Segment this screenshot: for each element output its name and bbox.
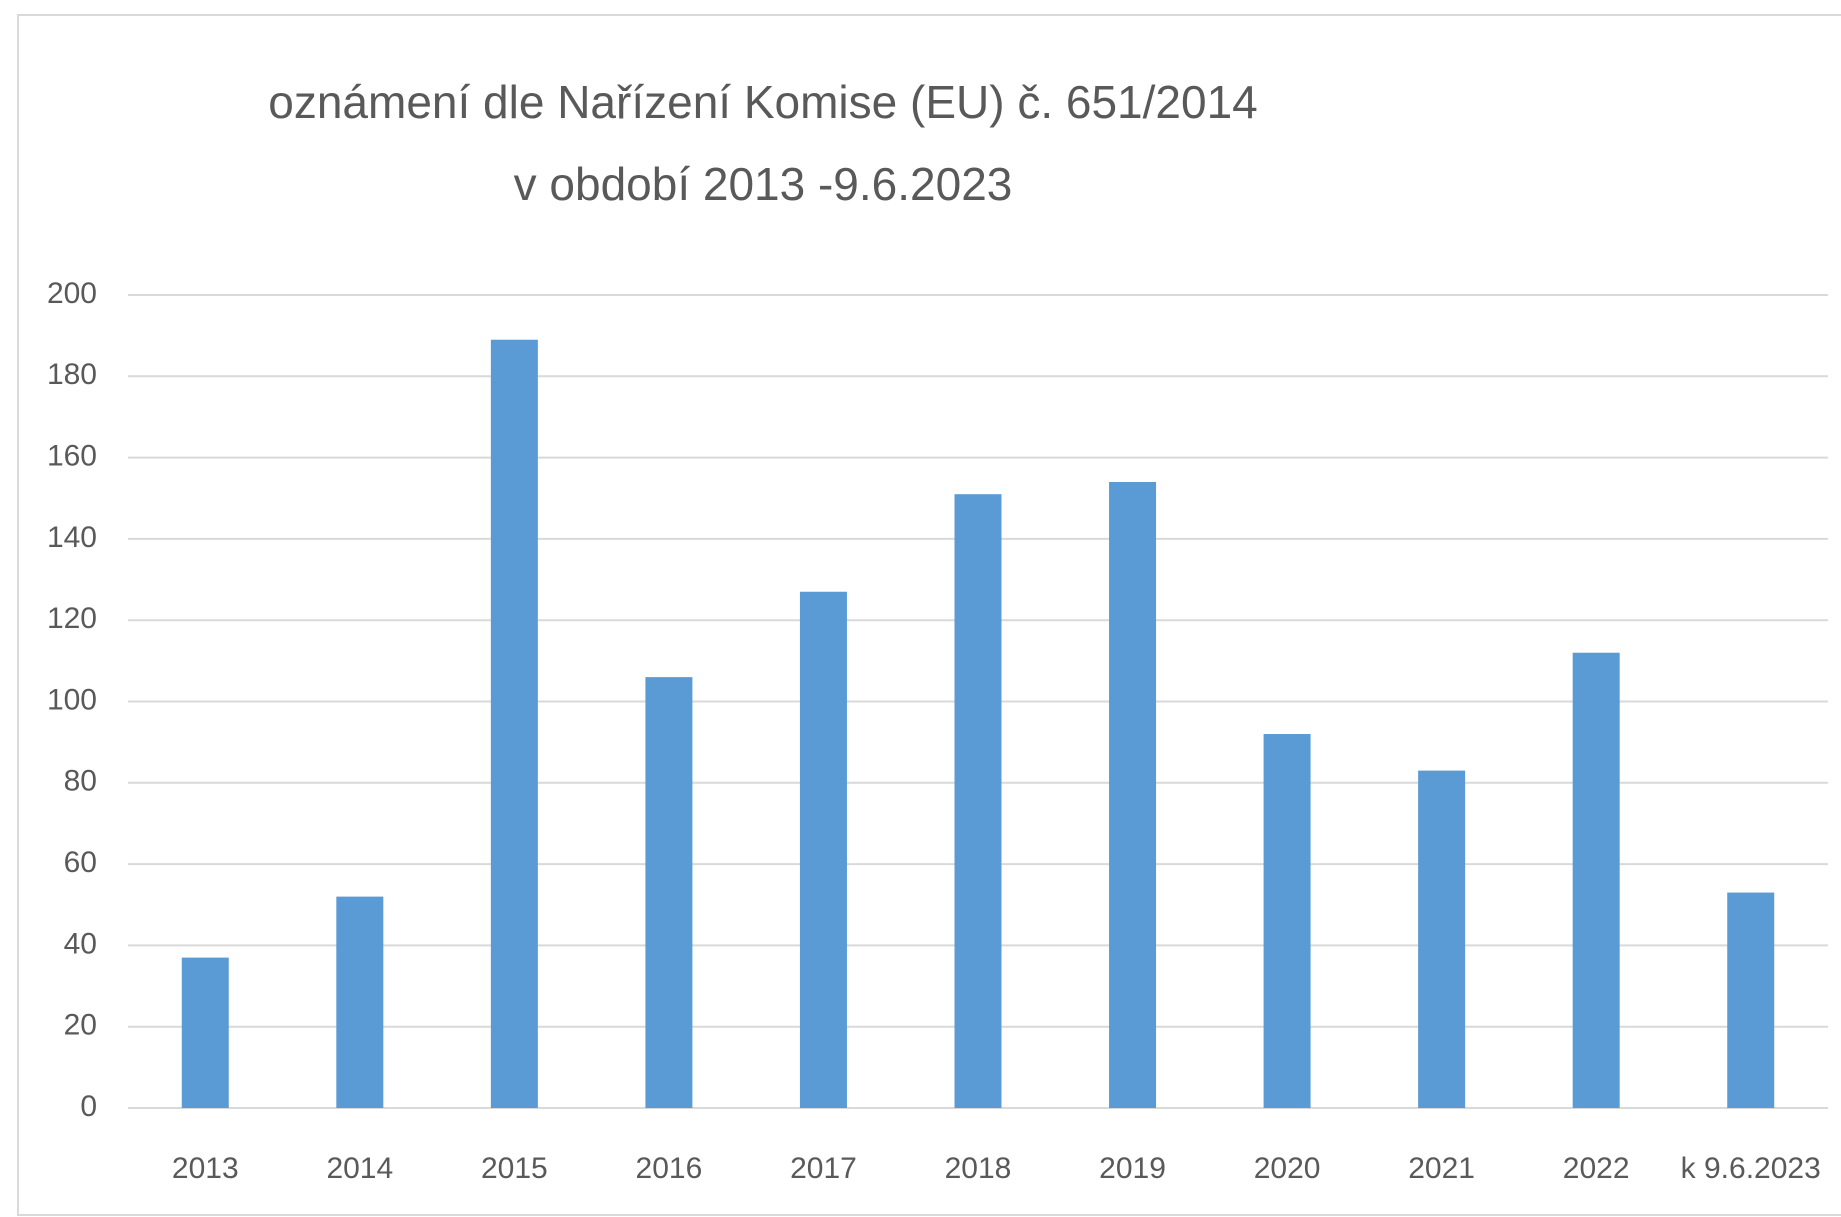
bar [645,677,693,1108]
y-tick-label: 160 [47,440,97,473]
x-tick-label: 2014 [326,1152,393,1185]
y-tick-label: 80 [64,765,97,798]
bar [336,896,384,1108]
chart-border [17,14,1841,1216]
x-tick-label: 2015 [481,1152,548,1185]
x-tick-label: k 9.6.2023 [1681,1152,1821,1185]
bar [799,591,847,1108]
y-tick-label: 60 [64,846,97,879]
y-tick-label: 40 [64,927,97,960]
y-tick-label: 200 [47,277,97,310]
bar [1109,481,1157,1108]
y-tick-label: 20 [64,1009,97,1042]
bar [1418,770,1466,1108]
x-tick-label: 2016 [636,1152,703,1185]
bar [954,494,1002,1108]
y-tick-label: 0 [80,1090,97,1123]
chart-title: oznámení dle Nařízení Komise (EU) č. 651… [268,76,1258,128]
bar [181,957,229,1108]
y-tick-label: 140 [47,521,97,554]
x-tick-label: 2017 [790,1152,857,1185]
bar [1572,652,1620,1108]
x-tick-label: 2013 [172,1152,239,1185]
y-tick-label: 100 [47,683,97,716]
y-tick-label: 120 [47,602,97,635]
chart-title: v období 2013 -9.6.2023 [514,158,1013,210]
bar [490,339,538,1109]
x-tick-label: 2018 [945,1152,1012,1185]
y-tick-label: 180 [47,358,97,391]
x-tick-label: 2020 [1254,1152,1321,1185]
x-tick-label: 2021 [1408,1152,1475,1185]
bar [1727,892,1775,1108]
x-tick-label: 2022 [1563,1152,1630,1185]
bar [1263,734,1311,1108]
x-tick-label: 2019 [1099,1152,1166,1185]
